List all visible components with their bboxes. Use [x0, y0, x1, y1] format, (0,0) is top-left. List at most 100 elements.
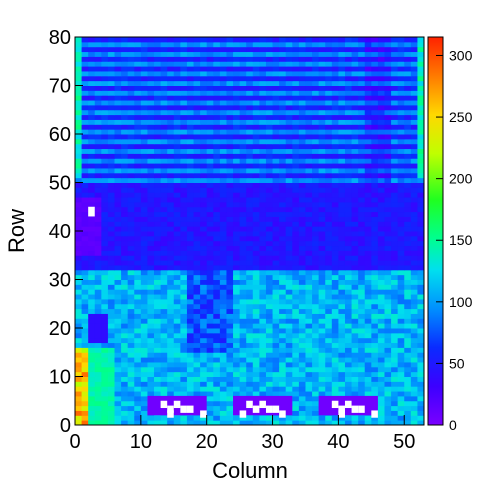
- heat-cell: [160, 284, 168, 290]
- heat-cell: [246, 46, 254, 53]
- heat-cell: [160, 85, 168, 91]
- heat-cell: [331, 323, 339, 329]
- heat-cell: [127, 352, 135, 358]
- heat-cell: [325, 119, 333, 125]
- heat-cell: [351, 371, 359, 377]
- heat-cell: [233, 323, 241, 329]
- heat-cell: [193, 129, 201, 135]
- heat-cell: [134, 269, 142, 276]
- heat-cell: [391, 206, 399, 213]
- heat-cell: [180, 158, 188, 164]
- heat-cell: [81, 90, 89, 96]
- heat-cell: [364, 371, 372, 377]
- heat-cell: [338, 245, 346, 251]
- heat-cell: [160, 124, 168, 130]
- heat-cell: [233, 197, 241, 203]
- heat-cell: [305, 129, 313, 135]
- heat-cell: [213, 255, 221, 261]
- heat-cell: [252, 357, 260, 363]
- heat-cell: [180, 153, 188, 159]
- heat-cell: [121, 187, 129, 193]
- heat-cell: [239, 158, 247, 164]
- heat-cell: [140, 177, 148, 183]
- heat-cell: [160, 75, 168, 82]
- heat-cell: [397, 134, 405, 140]
- heat-cell: [246, 206, 254, 213]
- heat-cell: [252, 226, 260, 232]
- heat-cell: [384, 298, 392, 305]
- heat-cell: [186, 221, 195, 227]
- heat-cell: [160, 391, 168, 397]
- heat-cell: [127, 56, 135, 62]
- heat-cell: [193, 255, 201, 261]
- heat-cell: [377, 371, 385, 377]
- heat-cell: [180, 298, 188, 305]
- heat-cell: [134, 337, 142, 344]
- heat-cell: [325, 386, 333, 392]
- heat-cell: [259, 143, 267, 150]
- heat-cell: [107, 80, 115, 86]
- heat-cell: [121, 114, 129, 120]
- heat-cell: [107, 206, 115, 213]
- heat-cell: [312, 187, 320, 193]
- heat-cell: [305, 250, 313, 256]
- heat-cell: [351, 381, 359, 387]
- heat-cell: [134, 70, 142, 77]
- heat-cell: [325, 381, 333, 387]
- heat-cell: [285, 104, 293, 111]
- heat-cell: [180, 177, 188, 183]
- heat-cell: [140, 323, 148, 329]
- heat-cell: [75, 357, 83, 363]
- heat-cell: [417, 235, 425, 242]
- heat-cell: [265, 352, 274, 358]
- heat-cell: [200, 134, 208, 140]
- heat-cell: [318, 240, 326, 247]
- heat-cell: [377, 197, 385, 203]
- heat-cell: [272, 114, 280, 120]
- heat-cell: [331, 269, 339, 276]
- heat-cell: [219, 143, 227, 150]
- heat-cell: [226, 386, 234, 392]
- heat-cell: [121, 109, 129, 116]
- heat-cell: [265, 337, 274, 344]
- heat-cell: [107, 289, 115, 295]
- heat-cell: [279, 75, 287, 82]
- heat-cell: [154, 279, 162, 285]
- heat-cell: [233, 143, 241, 150]
- heat-cell: [206, 420, 214, 426]
- heat-cell: [114, 114, 122, 120]
- heat-cell: [338, 211, 346, 217]
- heat-cell: [200, 163, 208, 169]
- heat-cell: [305, 400, 313, 407]
- heat-cell: [404, 415, 412, 421]
- heat-cell: [88, 357, 96, 363]
- heat-cell: [331, 138, 339, 145]
- heat-cell: [180, 318, 188, 324]
- heat-cell: [81, 211, 89, 217]
- heat-cell: [391, 167, 399, 174]
- heat-cell: [167, 211, 175, 217]
- heat-cell: [206, 197, 214, 203]
- heat-cell: [88, 80, 96, 86]
- heat-cell: [180, 342, 188, 348]
- heat-cell: [417, 294, 425, 300]
- heat-cell: [121, 303, 129, 310]
- heat-cell: [213, 376, 221, 382]
- heat-cell: [344, 206, 353, 213]
- heat-cell: [134, 119, 142, 125]
- heat-cell: [193, 104, 201, 111]
- heat-cell: [246, 124, 254, 130]
- heat-cell: [233, 269, 241, 276]
- heat-cell: [186, 294, 195, 300]
- heat-cell: [325, 226, 333, 232]
- heat-cell: [285, 245, 293, 251]
- heat-cell: [233, 415, 241, 421]
- heat-cell: [325, 391, 333, 397]
- empty-cell: [351, 405, 359, 413]
- heat-cell: [351, 109, 359, 116]
- heat-cell: [344, 85, 353, 91]
- heat-cell: [391, 381, 399, 387]
- heat-cell: [391, 85, 399, 91]
- heat-cell: [213, 163, 221, 169]
- heat-cell: [344, 216, 353, 222]
